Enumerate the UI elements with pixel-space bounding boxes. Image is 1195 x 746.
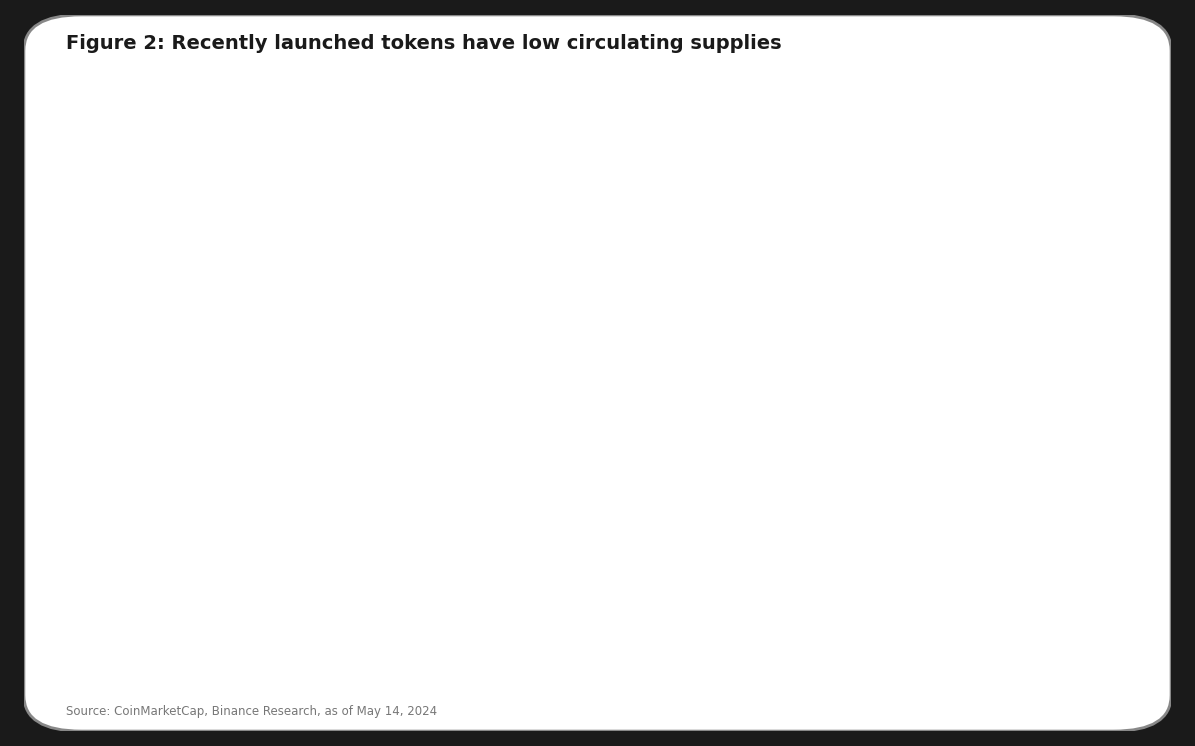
- Text: 88%: 88%: [684, 348, 713, 361]
- Text: Source: CoinMarketCap, Binance Research, as of May 14, 2024: Source: CoinMarketCap, Binance Research,…: [66, 705, 437, 718]
- Bar: [235, 492, 1135, 515]
- Text: 87%: 87%: [688, 497, 718, 510]
- Text: 14%: 14%: [212, 534, 241, 548]
- Text: 12%: 12%: [190, 422, 220, 436]
- Text: 13%: 13%: [201, 460, 231, 473]
- Text: 88%: 88%: [684, 385, 713, 398]
- Bar: [102, 567, 246, 589]
- Text: 94%: 94%: [654, 124, 684, 137]
- Text: 89%: 89%: [679, 310, 709, 324]
- Text: 12%: 12%: [190, 385, 220, 398]
- Text: 84%: 84%: [704, 609, 734, 622]
- Text: 87%: 87%: [688, 460, 718, 473]
- Text: 87%: 87%: [699, 534, 729, 548]
- Bar: [102, 193, 195, 216]
- Bar: [102, 157, 174, 180]
- Text: 88%: 88%: [684, 422, 713, 436]
- Bar: [102, 343, 226, 366]
- Text: 10%: 10%: [170, 236, 200, 249]
- Bar: [215, 306, 1135, 328]
- Bar: [102, 231, 206, 254]
- Legend: Circulated %, Locked %: Circulated %, Locked %: [501, 18, 736, 32]
- Text: 12%: 12%: [190, 348, 220, 361]
- Text: 91%: 91%: [669, 198, 699, 212]
- Bar: [102, 604, 266, 627]
- Bar: [102, 530, 246, 552]
- Bar: [102, 454, 235, 477]
- Text: Figure 2: Recently launched tokens have low circulating supplies: Figure 2: Recently launched tokens have …: [66, 34, 782, 52]
- Text: 14%: 14%: [212, 571, 241, 585]
- Bar: [226, 380, 1135, 403]
- Bar: [195, 193, 1135, 216]
- Text: 6%: 6%: [137, 124, 159, 137]
- Bar: [102, 380, 226, 403]
- Bar: [102, 306, 215, 328]
- Text: 9%: 9%: [168, 198, 190, 212]
- Bar: [246, 567, 1135, 589]
- Bar: [102, 642, 288, 664]
- Text: 90%: 90%: [674, 236, 704, 249]
- Text: 18%: 18%: [252, 646, 282, 659]
- Bar: [266, 604, 1135, 627]
- FancyBboxPatch shape: [24, 15, 1171, 731]
- Bar: [102, 119, 164, 142]
- Bar: [226, 343, 1135, 366]
- Text: 89%: 89%: [679, 273, 709, 286]
- Text: 13%: 13%: [201, 497, 231, 510]
- Bar: [102, 418, 226, 440]
- Text: 7%: 7%: [147, 161, 168, 175]
- Text: 11%: 11%: [180, 273, 210, 286]
- Bar: [102, 269, 215, 291]
- Text: 16%: 16%: [232, 609, 262, 622]
- Bar: [246, 530, 1146, 552]
- Text: 93%: 93%: [658, 161, 688, 175]
- Bar: [164, 119, 1135, 142]
- Text: 86%: 86%: [693, 571, 723, 585]
- Bar: [102, 492, 235, 515]
- Bar: [215, 269, 1135, 291]
- Bar: [206, 231, 1135, 254]
- Bar: [174, 157, 1135, 180]
- Text: 82%: 82%: [713, 646, 743, 659]
- Text: 11%: 11%: [180, 310, 210, 324]
- Bar: [226, 418, 1135, 440]
- Bar: [235, 454, 1135, 477]
- Bar: [288, 642, 1135, 664]
